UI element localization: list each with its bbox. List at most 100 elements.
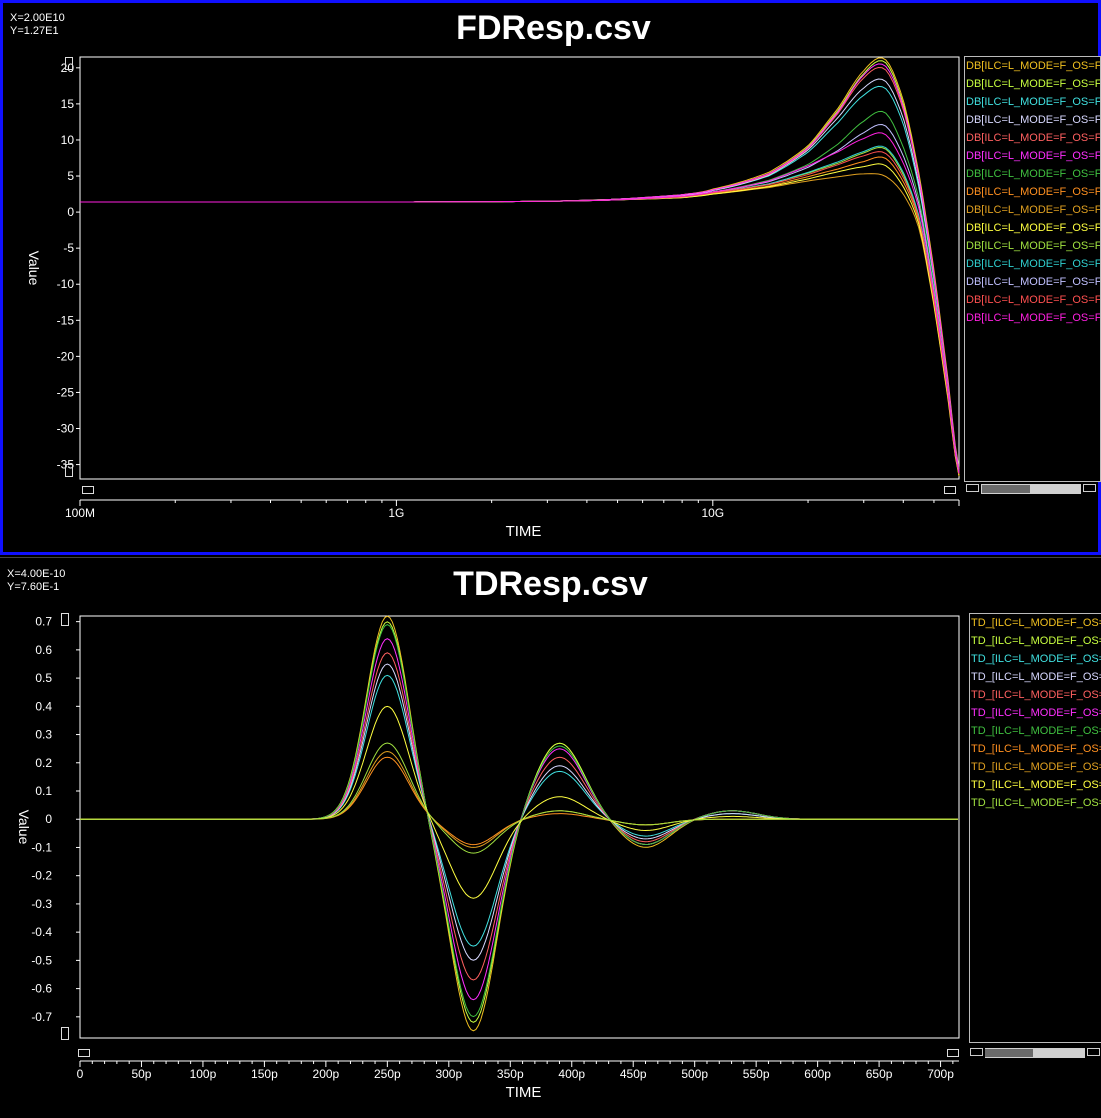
td-chart-panel: X=4.00E-10 Y=7.60E-1 TDResp.csv Value 0.7… (0, 557, 1101, 1117)
td-series-line (80, 750, 958, 848)
td-y-scroll-bottom[interactable] (61, 1027, 69, 1040)
td-y-tick-label: -0.7 (31, 1010, 52, 1024)
fd-y-tick-label: -20 (57, 349, 75, 363)
legend-entry[interactable]: DB[ILC=L_MODE=F_OS=F_ (966, 240, 1101, 252)
fd-cursor-y-readout: Y=1.27E1 (10, 25, 59, 37)
fd-y-scroll-bottom[interactable] (65, 464, 73, 477)
td-y-tick-label: -0.6 (31, 982, 52, 996)
td-legend-scrollbar[interactable] (970, 1048, 1100, 1058)
fd-series-line (80, 146, 960, 475)
td-x-tick-label: 250p (374, 1067, 401, 1081)
fd-series-line (80, 66, 960, 471)
legend-entry[interactable]: DB[ILC=L_MODE=F_OS=F_ (966, 78, 1101, 90)
fd-series-line (80, 123, 960, 473)
td-series-line (80, 652, 958, 981)
fd-legend-scroll-track[interactable] (981, 484, 1081, 494)
fd-x-tick-label: 10G (701, 506, 724, 520)
fd-series-line (80, 151, 960, 475)
td-x-tick-label: 200p (313, 1067, 340, 1081)
td-y-tick-label: 0.1 (35, 784, 52, 798)
legend-entry[interactable]: TD_[ILC=L_MODE=F_OS=F (971, 779, 1101, 791)
td-legend: TD_[ILC=L_MODE=F_OS=F TD_[ILC=L_MODE=F_OS… (969, 613, 1101, 1043)
legend-entry[interactable]: DB[ILC=L_MODE=F_OS=F_ (966, 114, 1101, 126)
td-plot-svg[interactable]: Value 0.7 0.6 0.5 0.4 0.3 0.2 0.1 0 -0.1 -0.2 -0.3 -… (0, 558, 1101, 1118)
fd-legend-scroll-right[interactable] (1083, 484, 1096, 492)
fd-y-tick-label: -5 (63, 241, 74, 255)
legend-entry[interactable]: TD_[ILC=L_MODE=F_OS=F (971, 671, 1101, 683)
td-y-tick-label: -0.1 (31, 840, 52, 854)
td-y-tick-label: 0.4 (35, 699, 52, 713)
td-y-tick-label: -0.2 (31, 869, 52, 883)
legend-entry[interactable]: DB[ILC=L_MODE=F_OS=F_ (966, 186, 1101, 198)
td-series-line (80, 756, 958, 846)
td-legend-scroll-track[interactable] (985, 1048, 1085, 1058)
fd-series-line (80, 63, 960, 470)
td-legend-scroll-right[interactable] (1087, 1048, 1100, 1056)
legend-entry[interactable]: DB[ILC=L_MODE=F_OS=F_ (966, 204, 1101, 216)
fd-y-axis-label: Value (26, 251, 42, 286)
td-x-tick-label: 550p (743, 1067, 770, 1081)
legend-entry[interactable]: DB[ILC=L_MODE=F_OS=F_ (966, 222, 1101, 234)
legend-entry[interactable]: TD_[ILC=L_MODE=F_OS=F (971, 725, 1101, 737)
fd-plot-frame (79, 56, 960, 480)
fd-cursor-x-readout: X=2.00E10 (10, 12, 65, 24)
fd-legend-scroll-left[interactable] (966, 484, 979, 492)
td-y-tick-label: 0.7 (35, 615, 52, 629)
fd-legend-scrollbar[interactable] (966, 484, 1098, 494)
legend-entry[interactable]: DB[ILC=L_MODE=F_OS=F_ (966, 132, 1101, 144)
td-x-tick-label: 100p (190, 1067, 217, 1081)
fd-x-scroll-right[interactable] (944, 486, 956, 494)
td-y-tick-label: -0.5 (31, 953, 52, 967)
legend-entry[interactable]: DB[ILC=L_MODE=F_OS=F_ (966, 168, 1101, 180)
td-x-tick-label: 150p (251, 1067, 278, 1081)
td-x-scroll-left[interactable] (78, 1049, 90, 1057)
legend-entry[interactable]: TD_[ILC=L_MODE=F_OS=F (971, 635, 1101, 647)
td-x-tick-label: 650p (866, 1067, 893, 1081)
td-y-tick-label: -0.4 (31, 925, 52, 939)
td-cursor-y-readout: Y=7.60E-1 (7, 581, 60, 593)
legend-entry[interactable]: DB[ILC=L_MODE=F_OS=F_ (966, 96, 1101, 108)
fd-y-tick-label: 10 (61, 133, 75, 147)
td-series-line (80, 742, 958, 854)
td-x-tick-label: 500p (681, 1067, 708, 1081)
fd-y-tick-label: -15 (57, 313, 75, 327)
legend-entry[interactable]: TD_[ILC=L_MODE=F_OS=F (971, 707, 1101, 719)
legend-entry[interactable]: TD_[ILC=L_MODE=F_OS=F (971, 797, 1101, 809)
td-y-scroll-top[interactable] (61, 613, 69, 626)
td-legend-scroll-thumb[interactable] (985, 1049, 1033, 1057)
legend-entry[interactable]: TD_[ILC=L_MODE=F_OS=F (971, 743, 1101, 755)
fd-y-scroll-top[interactable] (65, 57, 73, 70)
legend-entry[interactable]: DB[ILC=L_MODE=F_OS=F_ (966, 60, 1101, 72)
fd-series-line (80, 163, 960, 476)
legend-entry[interactable]: DB[ILC=L_MODE=F_OS=F_ (966, 312, 1101, 324)
legend-entry[interactable]: TD_[ILC=L_MODE=F_OS=F (971, 761, 1101, 773)
legend-entry[interactable]: DB[ILC=L_MODE=F_OS=F_ (966, 276, 1101, 288)
legend-entry[interactable]: DB[ILC=L_MODE=F_OS=F_ (966, 150, 1101, 162)
legend-entry[interactable]: TD_[ILC=L_MODE=F_OS=F (971, 689, 1101, 701)
fd-chart-title: FDResp.csv (456, 9, 651, 47)
td-y-tick-label: 0.3 (35, 728, 52, 742)
td-x-tick-label: 600p (804, 1067, 831, 1081)
fd-x-tick-label: 100M (65, 506, 95, 520)
td-legend-scroll-left[interactable] (970, 1048, 983, 1056)
legend-entry[interactable]: DB[ILC=L_MODE=F_OS=F_ (966, 258, 1101, 270)
legend-entry[interactable]: TD_[ILC=L_MODE=F_OS=F (971, 617, 1101, 629)
td-x-scroll-right[interactable] (947, 1049, 959, 1057)
td-chart-title: TDResp.csv (453, 565, 648, 603)
fd-x-scroll-left[interactable] (82, 486, 94, 494)
td-plot-frame (79, 615, 960, 1039)
td-series-line (80, 705, 958, 899)
fd-legend-scroll-thumb[interactable] (982, 485, 1030, 493)
td-x-tick-label: 300p (435, 1067, 462, 1081)
td-series-line (80, 674, 958, 947)
fd-y-tick-label: -25 (57, 385, 75, 399)
td-y-tick-label: 0 (45, 812, 52, 826)
fd-series-line (80, 57, 960, 469)
fd-y-tick-label: 20 (61, 61, 75, 75)
td-y-axis-label: Value (16, 810, 32, 845)
fd-series-line (80, 156, 960, 476)
td-y-tick-label: 0.5 (35, 671, 52, 685)
legend-entry[interactable]: TD_[ILC=L_MODE=F_OS=F (971, 653, 1101, 665)
legend-entry[interactable]: DB[ILC=L_MODE=F_OS=F_ (966, 294, 1101, 306)
